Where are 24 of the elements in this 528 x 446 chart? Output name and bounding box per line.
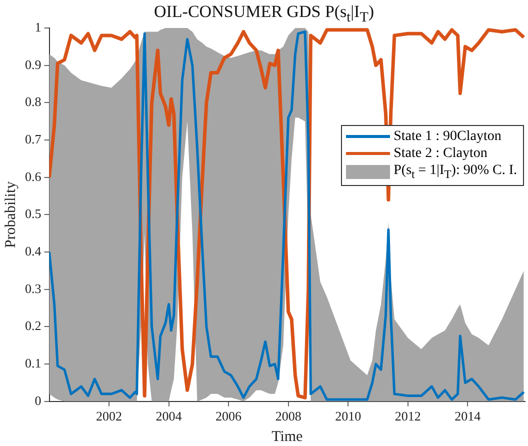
x-tick-label: 2008 (275, 408, 302, 424)
annotation: P(s$_{t}$ = 1|I$_{T}$): 90% C. I. (394, 162, 517, 183)
x-axis-title: Time (272, 428, 304, 445)
chart-title: OIL-CONSUMER GDS P(s$_{t}$|I$_{T}$) (154, 2, 374, 26)
y-tick-label: 0.2 (25, 318, 42, 334)
legend-label: State 1 : 90Clayton (394, 128, 502, 145)
x-tick-label: 2002 (96, 408, 122, 424)
y-axis-title: Probability (2, 180, 19, 248)
y-tick-label: 0.9 (25, 56, 42, 72)
y-tick-label: 0.8 (25, 94, 42, 110)
x-tick-label: 2012 (394, 408, 421, 424)
x-tick-label: 2006 (216, 408, 242, 424)
y-tick-label: 0.3 (25, 280, 42, 296)
x-tick-label: 2004 (156, 408, 182, 424)
x-tick-label: 2014 (454, 408, 482, 424)
y-tick-label: 0.1 (25, 355, 42, 370)
y-tick-label: 0.7 (25, 131, 42, 146)
legend-label: State 2 : Clayton (394, 145, 488, 162)
y-tick-label: 0.4 (25, 243, 42, 258)
y-tick-label: 0 (34, 392, 42, 408)
y-tick-label: 1 (34, 19, 42, 34)
y-tick-label: 0.5 (25, 206, 42, 222)
x-tick-label: 2010 (335, 408, 362, 424)
y-tick-label: 0.6 (25, 168, 42, 184)
